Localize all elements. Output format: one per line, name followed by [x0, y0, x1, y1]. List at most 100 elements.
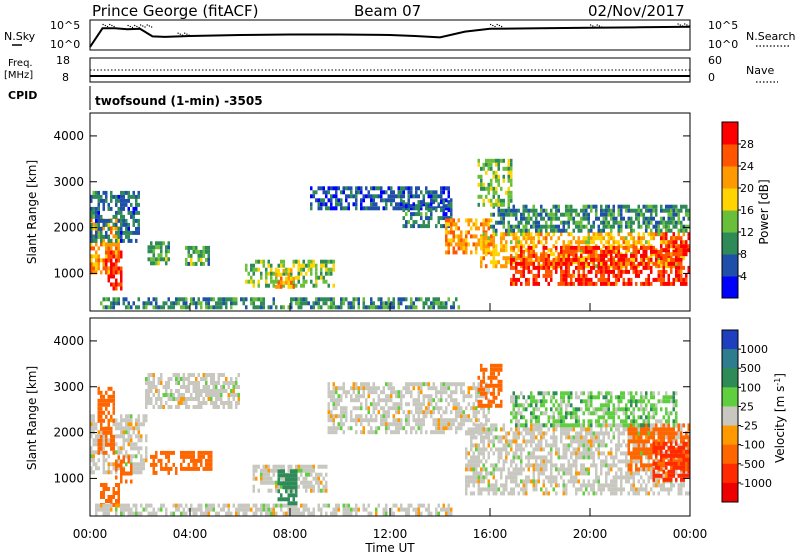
scatter-cell	[122, 511, 125, 516]
scatter-cell	[572, 281, 575, 286]
scatter-cell	[117, 466, 120, 471]
scatter-cell	[575, 431, 578, 436]
scatter-cell	[592, 439, 595, 444]
scatter-cell	[112, 450, 115, 455]
scatter-cell	[552, 265, 555, 270]
scatter-cell	[537, 265, 540, 270]
scatter-cell	[342, 206, 345, 211]
scatter-cell	[147, 245, 150, 250]
scatter-cell	[410, 212, 413, 217]
scatter-cell	[132, 426, 135, 431]
scatter-cell	[110, 266, 113, 271]
scatter-cell	[585, 212, 588, 217]
scatter-cell	[535, 212, 538, 217]
scatter-cell	[287, 272, 290, 277]
scatter-cell	[495, 232, 498, 237]
scatter-cell	[210, 373, 213, 377]
power-colorbar-label: Power [dB]	[757, 179, 771, 244]
scatter-cell	[95, 422, 98, 427]
scatter-cell	[505, 232, 508, 237]
scatter-cell	[492, 491, 495, 496]
scatter-cell	[377, 305, 380, 310]
scatter-cell	[90, 270, 93, 275]
scatter-cell	[312, 301, 315, 306]
scatter-cell	[375, 414, 378, 419]
scatter-cell	[582, 208, 585, 213]
scatter-cell	[292, 511, 295, 516]
scatter-cell	[105, 450, 108, 455]
scatter-cell	[125, 234, 128, 239]
scatter-cell	[275, 284, 278, 289]
scatter-cell	[320, 202, 323, 207]
scatter-cell	[437, 390, 440, 395]
scatter-cell	[627, 281, 630, 286]
scatter-cell	[565, 273, 568, 278]
scatter-cell	[402, 216, 405, 221]
scatter-cell	[587, 447, 590, 452]
scatter-cell	[462, 414, 465, 419]
scatter-cell	[445, 507, 448, 512]
scatter-cell	[420, 422, 423, 427]
scatter-cell	[590, 451, 593, 456]
scatter-cell	[100, 406, 103, 411]
scatter-cell	[385, 410, 388, 415]
scatter-cell	[315, 198, 318, 203]
scatter-cell	[205, 305, 208, 310]
scatter-cell	[202, 253, 205, 258]
scatter-cell	[207, 450, 210, 455]
scatter-cell	[627, 261, 630, 266]
scatter-cell	[662, 236, 665, 241]
scatter-cell	[485, 234, 488, 239]
scatter-cell	[615, 253, 618, 258]
scatter-cell	[330, 426, 333, 431]
scatter-cell	[445, 222, 448, 227]
scatter-cell	[385, 402, 388, 407]
scatter-cell	[570, 257, 573, 262]
scatter-cell	[102, 398, 105, 403]
scatter-cell	[510, 281, 513, 286]
scatter-cell	[277, 484, 280, 489]
scatter-cell	[415, 194, 418, 199]
scatter-cell	[357, 297, 360, 302]
scatter-cell	[687, 236, 690, 241]
scatter-cell	[125, 426, 128, 431]
scatter-cell	[490, 439, 493, 444]
scatter-cell	[220, 401, 223, 405]
scatter-cell	[492, 487, 495, 492]
scatter-cell	[172, 511, 175, 516]
scatter-cell	[400, 507, 403, 512]
scatter-cell	[595, 236, 598, 241]
scatter-cell	[270, 488, 273, 493]
scatter-cell	[437, 204, 440, 209]
scatter-cell	[602, 257, 605, 262]
scatter-cell	[550, 248, 553, 253]
scatter-cell	[415, 212, 418, 217]
scatter-cell	[197, 458, 200, 463]
scatter-cell	[567, 265, 570, 270]
scatter-cell	[227, 405, 230, 409]
scatter-cell	[455, 382, 458, 387]
scatter-cell	[515, 451, 518, 456]
scatter-cell	[200, 257, 203, 262]
scatter-cell	[535, 427, 538, 432]
scatter-cell	[182, 507, 185, 512]
scatter-cell	[600, 483, 603, 488]
scatter-cell	[100, 402, 103, 407]
scatter-cell	[492, 252, 495, 257]
scatter-cell	[370, 418, 373, 423]
scatter-cell	[135, 226, 138, 231]
scatter-cell	[620, 228, 623, 233]
scatter-cell	[302, 267, 305, 272]
scatter-cell	[605, 208, 608, 213]
scatter-cell	[407, 305, 410, 310]
scatter-cell	[275, 484, 278, 489]
scatter-cell	[135, 507, 138, 512]
scatter-cell	[115, 450, 118, 455]
scatter-cell	[435, 430, 438, 435]
scatter-cell	[592, 431, 595, 436]
scatter-cell	[407, 503, 410, 508]
scatter-cell	[175, 466, 178, 471]
scatter-cell	[662, 253, 665, 258]
scatter-cell	[542, 216, 545, 221]
scatter-cell	[567, 427, 570, 432]
